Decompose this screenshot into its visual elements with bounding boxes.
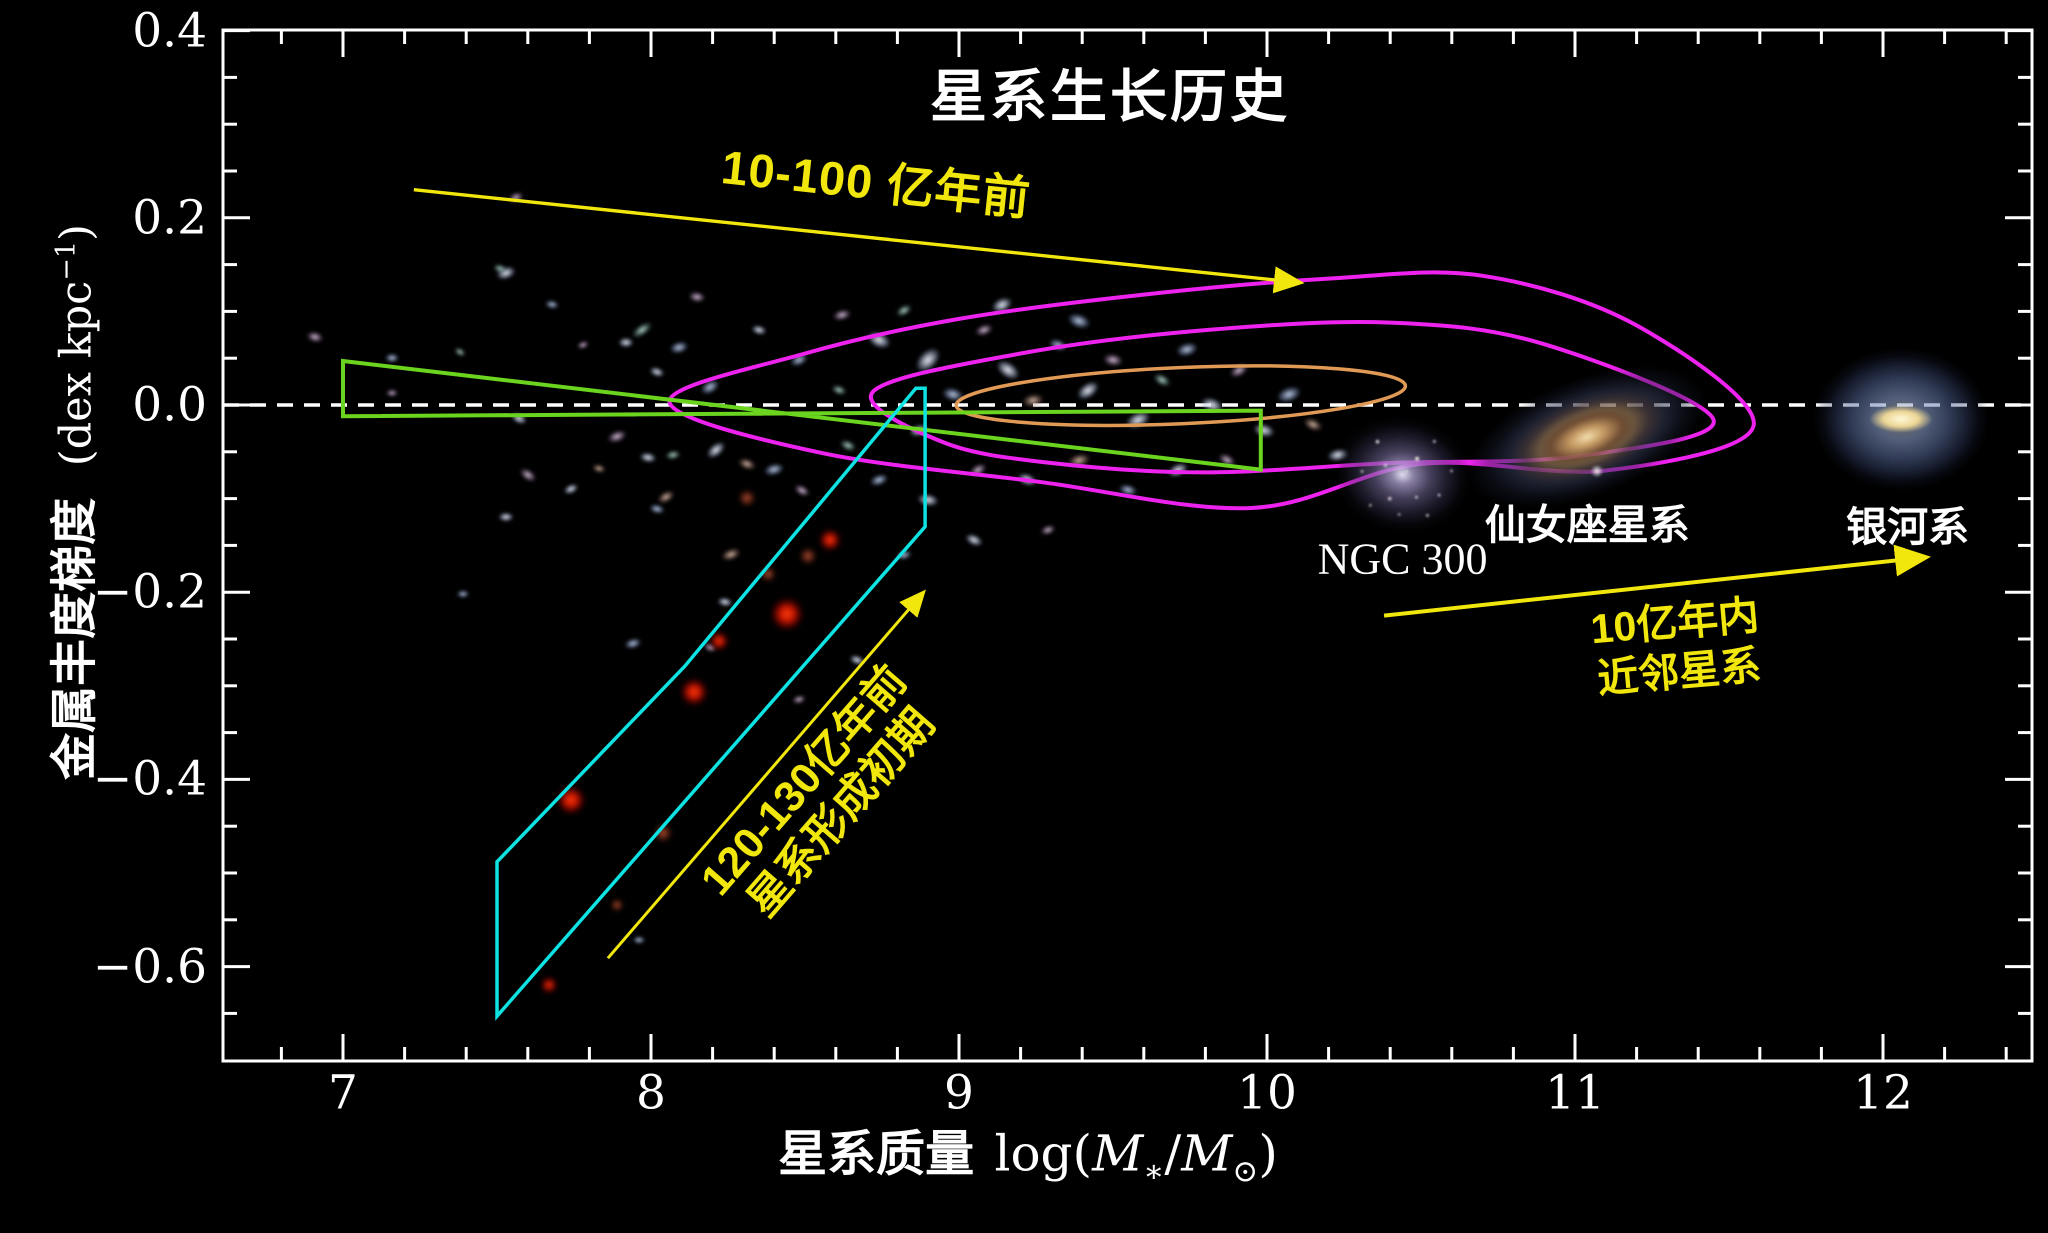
red-galaxy-point xyxy=(608,895,627,914)
red-galaxy-point xyxy=(814,524,845,555)
milky-way-label: 银河系 xyxy=(1846,503,1970,550)
red-galaxy-point xyxy=(734,485,759,510)
x-axis-math: log(M∗/M⊙) xyxy=(994,1124,1278,1190)
y-axis-unit: (dex kpc−1) xyxy=(51,224,102,467)
green-region xyxy=(341,358,1263,472)
y-tick-label: 0.0 xyxy=(132,377,207,433)
y-axis-label: 金属丰度梯度 (dex kpc−1) xyxy=(36,224,105,780)
red-galaxy-point xyxy=(538,974,561,997)
arrow-mid-epoch xyxy=(413,188,1305,294)
red-galaxy-point xyxy=(796,543,821,568)
y-tick-label: −0.6 xyxy=(92,939,207,995)
x-tick-label: 12 xyxy=(1853,1065,1913,1121)
x-axis-label-cn: 星系质量 xyxy=(778,1127,975,1182)
ngc300-star-speckles xyxy=(1405,469,1408,472)
red-galaxy-point xyxy=(705,627,732,654)
contour-orange xyxy=(954,364,1408,428)
galaxy-point xyxy=(455,589,472,600)
contour-magenta-outer xyxy=(667,270,1756,511)
x-tick-label: 8 xyxy=(636,1065,666,1121)
x-tick-label: 9 xyxy=(944,1065,974,1121)
red-galaxy-point xyxy=(757,563,779,586)
arrow-recent-epoch xyxy=(1383,544,1931,618)
red-galaxy-point xyxy=(675,673,714,712)
annotation-recent-epoch: 10亿年内 近邻星系 xyxy=(1588,592,1763,703)
galaxy-point xyxy=(630,935,647,946)
andromeda-label: 仙女座星系 xyxy=(1484,502,1690,549)
x-tick-label: 10 xyxy=(1237,1065,1297,1121)
galaxy-point xyxy=(383,352,402,365)
arrow-early-epoch xyxy=(606,589,926,960)
andromeda-companion-image xyxy=(1589,463,1605,479)
chart-title: 星系生长历史 xyxy=(930,65,1290,129)
y-tick-label: 0.4 xyxy=(132,3,207,59)
galaxy-point xyxy=(496,511,517,524)
y-axis-label-cn: 金属丰度梯度 xyxy=(47,497,101,780)
galaxy-point xyxy=(384,387,401,398)
x-tick-label: 7 xyxy=(328,1065,358,1121)
red-galaxy-point xyxy=(763,590,810,637)
x-tick-label: 11 xyxy=(1545,1065,1605,1121)
x-axis-label: 星系质量 log(M∗/M⊙) xyxy=(778,1115,1278,1190)
ngc300-label: NGC 300 xyxy=(1317,534,1488,584)
y-tick-label: −0.4 xyxy=(92,751,207,807)
milky-way-image xyxy=(1813,343,1990,496)
y-tick-label: 0.2 xyxy=(132,190,207,246)
galaxy-point xyxy=(616,335,637,349)
cyan-band-region xyxy=(495,386,927,1021)
y-tick-label: −0.2 xyxy=(92,564,207,620)
